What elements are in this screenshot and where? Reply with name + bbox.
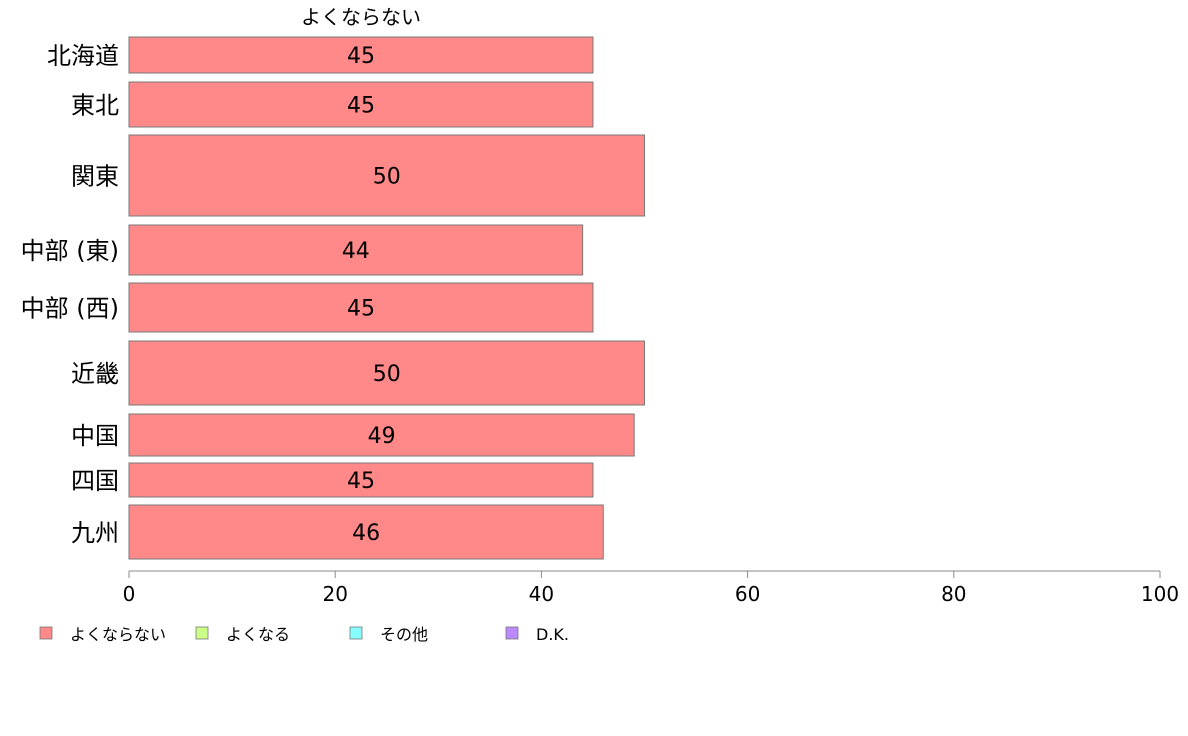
legend-label: D.K. <box>536 625 569 644</box>
legend-item: よくなる <box>195 625 290 644</box>
legend-label: その他 <box>380 625 428 644</box>
bar-group-8: 四国 45 <box>71 462 594 498</box>
legend-label: よくならない <box>70 625 166 644</box>
legend-swatch <box>349 626 363 640</box>
bar <box>128 134 645 217</box>
bar <box>128 282 594 333</box>
bar <box>128 340 645 406</box>
legend-swatch <box>195 626 209 640</box>
x-axis: 0 20 40 60 80 100 <box>123 570 1179 606</box>
bar <box>128 413 635 457</box>
bar-group-3: 関東 50 <box>71 134 645 217</box>
bar-group-5: 中部 (西) 45 <box>21 282 594 333</box>
legend: よくならない よくなる その他 D.K. <box>39 625 569 644</box>
bar-group-7: 中国 49 <box>71 413 635 457</box>
category-label: 北海道 <box>47 42 119 70</box>
x-tick-label: 80 <box>941 582 966 606</box>
bar <box>128 224 584 276</box>
x-tick-label: 60 <box>735 582 760 606</box>
bar <box>128 504 604 560</box>
bar-group-1: 北海道 45 <box>47 36 594 74</box>
bar-group-6: 近畿 50 <box>71 340 645 406</box>
category-label: 九州 <box>71 519 119 547</box>
x-tick-label: 20 <box>322 582 347 606</box>
legend-swatch <box>505 626 519 640</box>
bars-group: 北海道 45 東北 45 関東 50 中部 (東) 44 中部 (西) 45 近畿 50 中国 49 四国 4… <box>21 36 645 560</box>
category-label: 中部 (西) <box>21 295 119 323</box>
bar-group-2: 東北 45 <box>71 81 594 128</box>
x-tick-label: 0 <box>123 582 136 606</box>
bar-group-9: 九州 46 <box>71 504 604 560</box>
category-label: 中部 (東) <box>21 237 119 265</box>
category-label: 近畿 <box>71 360 119 388</box>
category-label: 四国 <box>71 467 119 495</box>
data-label: 44 <box>342 239 370 264</box>
legend-item: D.K. <box>505 625 569 644</box>
data-label: 45 <box>347 469 375 494</box>
data-label: 49 <box>368 424 396 449</box>
legend-label: よくなる <box>226 625 290 644</box>
category-label: 関東 <box>71 163 119 191</box>
data-label: 45 <box>347 94 375 119</box>
data-label: 50 <box>373 362 401 387</box>
data-label: 46 <box>352 521 380 546</box>
series-title: よくならない <box>301 5 421 29</box>
legend-swatch <box>39 626 53 640</box>
bar <box>128 81 594 128</box>
legend-item: その他 <box>349 625 428 644</box>
data-label: 50 <box>373 165 401 190</box>
category-label: 東北 <box>71 92 119 120</box>
legend-item: よくならない <box>39 625 166 644</box>
bar <box>128 462 594 498</box>
bar-group-4: 中部 (東) 44 <box>21 224 584 276</box>
data-label: 45 <box>347 297 375 322</box>
bar <box>128 36 594 74</box>
x-tick-label: 40 <box>529 582 554 606</box>
category-label: 中国 <box>71 422 119 450</box>
data-label: 45 <box>347 44 375 69</box>
x-tick-label: 100 <box>1141 582 1179 606</box>
